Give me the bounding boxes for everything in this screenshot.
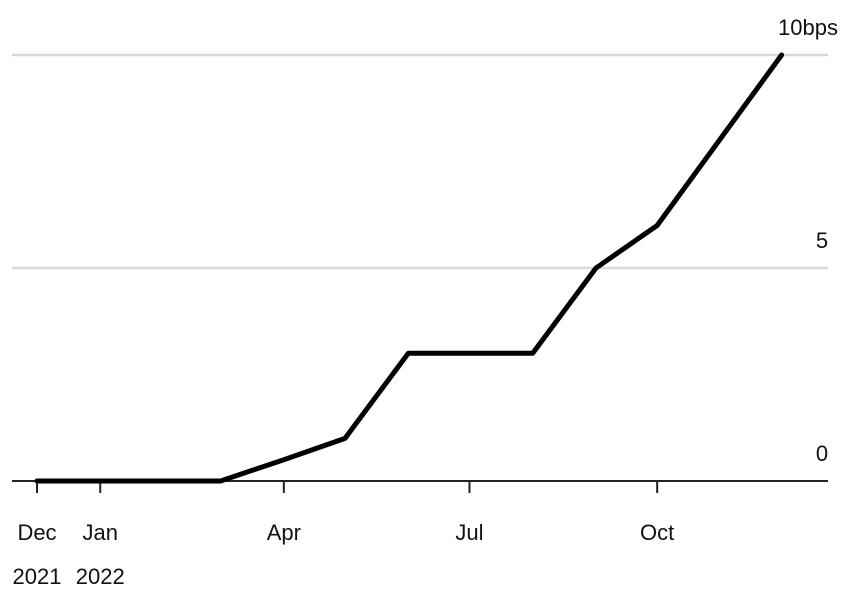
x-tick-label: Apr (267, 520, 301, 545)
x-tick-label: Oct (640, 520, 674, 545)
x-tick-year-label: 2021 (13, 564, 62, 589)
x-tick-label: Jan (82, 520, 117, 545)
y-tick-label: 10bps (778, 15, 838, 40)
x-tick-label: Jul (455, 520, 483, 545)
x-tick-year-label: 2022 (76, 564, 125, 589)
y-tick-label: 5 (816, 228, 828, 253)
y-tick-label: 0 (816, 441, 828, 466)
x-tick-label: Dec (17, 520, 56, 545)
